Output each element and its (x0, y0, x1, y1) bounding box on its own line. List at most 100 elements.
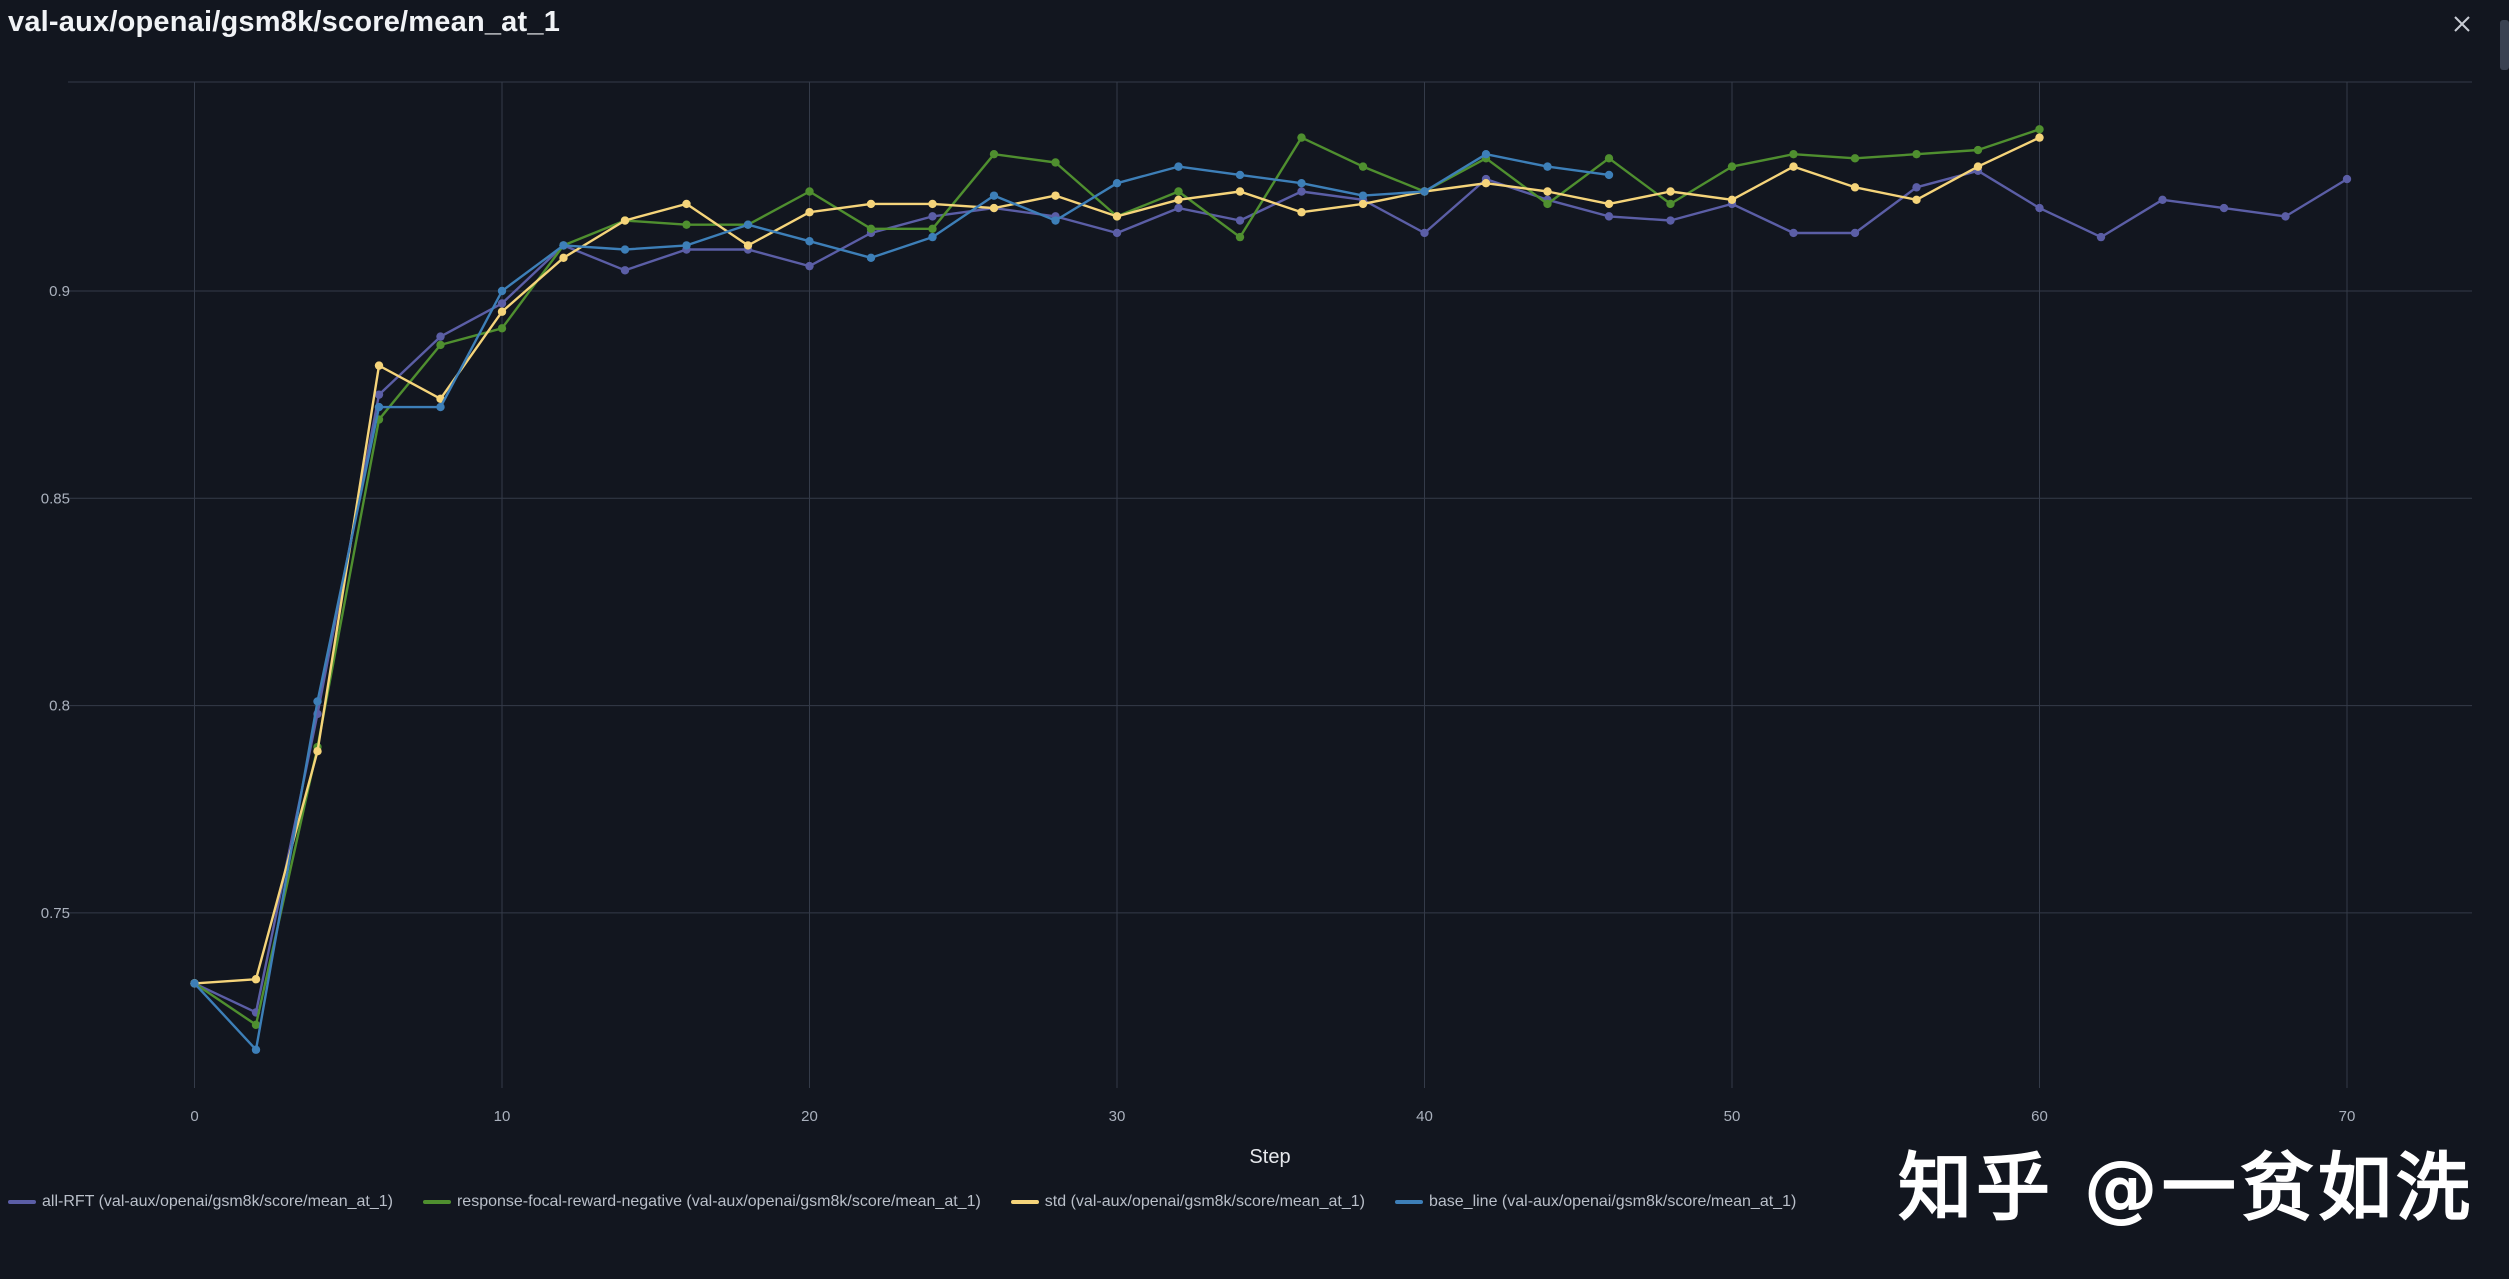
data-point[interactable] (497, 286, 507, 296)
data-point[interactable] (1112, 228, 1122, 238)
data-point[interactable] (2096, 232, 2106, 242)
data-point[interactable] (928, 224, 937, 234)
data-point[interactable] (682, 220, 691, 229)
data-point[interactable] (497, 324, 507, 333)
data-point[interactable] (928, 232, 937, 242)
data-point[interactable] (2035, 203, 2044, 213)
data-point[interactable] (1789, 162, 1798, 171)
data-point[interactable] (1112, 212, 1122, 221)
data-point[interactable] (743, 241, 753, 250)
data-point[interactable] (1973, 162, 1983, 171)
data-point[interactable] (1604, 199, 1614, 209)
data-point[interactable] (1543, 162, 1552, 171)
data-point[interactable] (866, 253, 876, 263)
data-point[interactable] (1051, 216, 1060, 225)
data-point[interactable] (1481, 179, 1491, 188)
data-point[interactable] (1666, 187, 1675, 196)
data-point[interactable] (1912, 195, 1921, 204)
data-point[interactable] (1604, 154, 1614, 163)
data-point[interactable] (682, 199, 691, 209)
data-point[interactable] (866, 199, 876, 209)
data-point[interactable] (805, 237, 814, 246)
data-point[interactable] (374, 390, 384, 399)
data-point[interactable] (436, 402, 445, 412)
data-point[interactable] (1912, 149, 1921, 159)
data-point[interactable] (559, 241, 568, 250)
legend-item[interactable]: all-RFT (val-aux/openai/gsm8k/score/mean… (8, 1193, 393, 1211)
data-point[interactable] (620, 266, 630, 275)
data-point[interactable] (928, 199, 937, 209)
data-point[interactable] (1358, 191, 1368, 200)
data-point[interactable] (1789, 149, 1798, 159)
data-point[interactable] (313, 747, 322, 756)
close-icon[interactable] (2448, 10, 2476, 38)
data-point[interactable] (1235, 232, 1245, 242)
data-point[interactable] (1112, 179, 1122, 188)
data-point[interactable] (743, 220, 753, 229)
data-point[interactable] (2035, 133, 2044, 142)
series-line[interactable] (193, 169, 2348, 1014)
data-point[interactable] (2035, 125, 2044, 134)
data-point[interactable] (1481, 149, 1491, 159)
data-point[interactable] (1174, 195, 1183, 204)
data-point[interactable] (1666, 199, 1675, 209)
data-point[interactable] (2281, 212, 2290, 221)
scrollbar[interactable] (2500, 20, 2509, 70)
legend-item[interactable]: std (val-aux/openai/gsm8k/score/mean_at_… (1010, 1193, 1365, 1211)
data-point[interactable] (1850, 154, 1860, 163)
data-point[interactable] (1297, 133, 1306, 142)
data-point[interactable] (1727, 162, 1737, 171)
data-point[interactable] (251, 975, 261, 984)
data-point[interactable] (497, 299, 507, 308)
data-point[interactable] (1789, 228, 1798, 238)
series-line[interactable] (193, 152, 1610, 1051)
data-point[interactable] (1727, 195, 1737, 204)
legend-item[interactable]: base_line (val-aux/openai/gsm8k/score/me… (1394, 1193, 1796, 1211)
data-point[interactable] (620, 216, 630, 225)
legend-item[interactable]: response-focal-reward-negative (val-aux/… (422, 1193, 981, 1211)
data-point[interactable] (1051, 158, 1060, 167)
data-point[interactable] (1973, 145, 1983, 155)
data-point[interactable] (374, 361, 384, 370)
data-point[interactable] (1051, 191, 1060, 200)
data-point[interactable] (1297, 187, 1306, 196)
data-point[interactable] (1174, 187, 1183, 196)
data-point[interactable] (2219, 203, 2229, 213)
data-point[interactable] (1543, 187, 1552, 196)
data-point[interactable] (989, 191, 999, 200)
data-point[interactable] (497, 307, 507, 316)
data-point[interactable] (805, 261, 814, 271)
data-point[interactable] (866, 224, 876, 234)
data-point[interactable] (1850, 228, 1860, 238)
data-point[interactable] (1358, 199, 1368, 209)
data-point[interactable] (313, 697, 322, 706)
data-point[interactable] (1358, 162, 1368, 171)
data-point[interactable] (928, 212, 937, 221)
data-point[interactable] (989, 149, 999, 159)
data-point[interactable] (2158, 195, 2167, 204)
data-point[interactable] (1666, 216, 1675, 225)
data-point[interactable] (1912, 183, 1921, 192)
data-point[interactable] (1604, 212, 1614, 221)
data-point[interactable] (1174, 203, 1183, 213)
data-point[interactable] (1235, 187, 1245, 196)
data-point[interactable] (1297, 208, 1306, 217)
data-point[interactable] (620, 245, 630, 254)
data-point[interactable] (805, 208, 814, 217)
data-point[interactable] (1235, 170, 1245, 180)
data-point[interactable] (682, 241, 691, 250)
data-point[interactable] (1543, 199, 1552, 209)
data-point[interactable] (559, 253, 568, 263)
data-point[interactable] (251, 1045, 261, 1054)
data-point[interactable] (2342, 174, 2352, 184)
data-point[interactable] (1297, 179, 1306, 188)
data-point[interactable] (1420, 228, 1429, 238)
data-point[interactable] (374, 402, 384, 412)
data-point[interactable] (805, 187, 814, 196)
data-point[interactable] (190, 979, 199, 988)
data-point[interactable] (1235, 216, 1245, 225)
data-point[interactable] (1174, 162, 1183, 171)
data-point[interactable] (989, 203, 999, 213)
data-point[interactable] (1604, 170, 1614, 180)
data-point[interactable] (1850, 183, 1860, 192)
